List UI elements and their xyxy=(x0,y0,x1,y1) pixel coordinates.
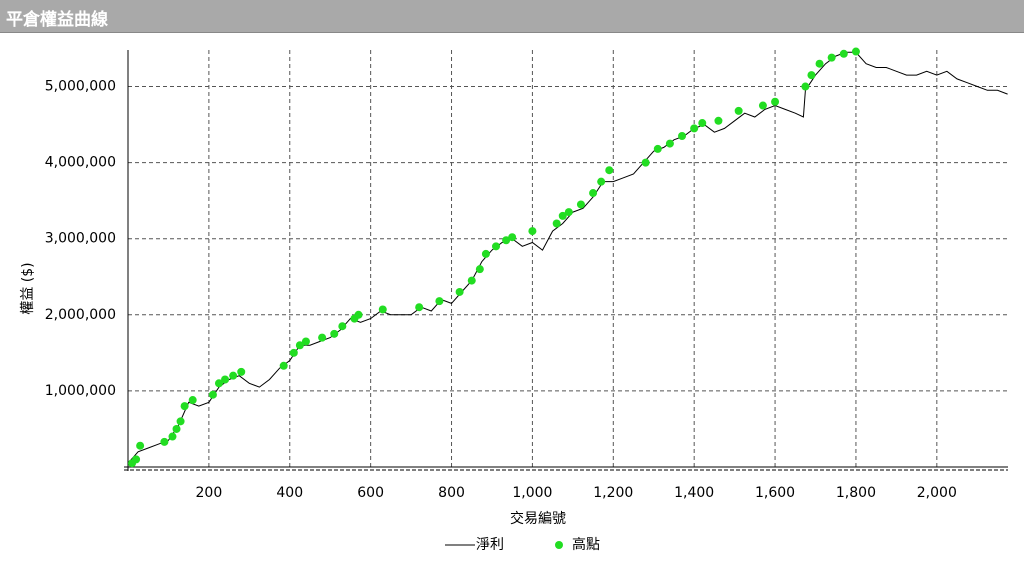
high-point xyxy=(481,249,490,258)
high-point xyxy=(492,242,501,251)
high-point xyxy=(221,375,230,384)
high-point xyxy=(641,158,650,167)
x-tick-label: 1,200 xyxy=(593,485,633,501)
high-point xyxy=(558,211,567,220)
x-tick-label: 800 xyxy=(438,485,465,501)
high-point xyxy=(378,305,387,314)
high-point xyxy=(690,124,699,133)
high-point xyxy=(318,333,327,342)
equity-line xyxy=(127,51,1008,464)
high-point xyxy=(237,367,246,376)
y-tick-label: 1,000,000 xyxy=(45,383,116,399)
high-point xyxy=(839,49,848,58)
high-point xyxy=(758,101,767,110)
high-point xyxy=(172,424,181,433)
high-point xyxy=(338,322,347,331)
high-point xyxy=(279,361,288,370)
high-point xyxy=(214,379,223,388)
legend-swatch xyxy=(555,541,563,549)
chart: 1,000,000 2,000,000 3,000,000 4,000,000 5,00… xyxy=(20,47,1008,553)
high-point xyxy=(301,337,310,346)
x-tick-label: 1,000 xyxy=(512,485,552,501)
high-point xyxy=(678,131,687,140)
high-point xyxy=(734,106,743,115)
high-point xyxy=(827,53,836,62)
high-point xyxy=(475,265,484,274)
y-tick-label: 3,000,000 xyxy=(45,231,116,247)
x-tick-label: 600 xyxy=(357,485,384,501)
x-tick-label: 200 xyxy=(196,485,223,501)
high-point xyxy=(208,390,217,399)
high-point xyxy=(552,219,561,228)
high-point xyxy=(714,116,723,125)
high-point xyxy=(455,287,464,296)
y-tick-label: 4,000,000 xyxy=(45,155,116,171)
high-point xyxy=(665,139,674,148)
high-point xyxy=(168,432,177,441)
high-point xyxy=(229,371,238,380)
x-tick-label: 1,800 xyxy=(836,485,876,501)
high-point xyxy=(330,329,339,338)
legend-label: 淨利 xyxy=(476,537,504,553)
x-tick-label: 2,000 xyxy=(917,485,957,501)
high-point xyxy=(576,200,585,209)
high-point xyxy=(851,47,860,56)
high-point xyxy=(815,59,824,68)
high-point xyxy=(180,402,189,411)
high-point xyxy=(508,233,517,242)
high-point xyxy=(136,441,145,450)
high-point xyxy=(597,177,606,186)
legend-label: 高點 xyxy=(572,536,600,553)
high-point xyxy=(435,297,444,306)
header-bar: 平倉權益曲線 xyxy=(0,0,1024,33)
x-tick-label: 1,400 xyxy=(674,485,714,501)
y-axis-label: 權益 ($) xyxy=(20,262,36,314)
high-point xyxy=(188,396,197,405)
high-point xyxy=(415,303,424,312)
high-point xyxy=(653,144,662,153)
high-point xyxy=(589,189,598,198)
high-point xyxy=(605,166,614,175)
high-point xyxy=(160,437,169,446)
high-point xyxy=(502,236,511,245)
y-tick-label: 5,000,000 xyxy=(45,79,116,95)
x-axis-label: 交易編號 xyxy=(510,510,566,527)
y-tick-label: 2,000,000 xyxy=(45,307,116,323)
x-tick-label: 400 xyxy=(276,485,303,501)
high-point xyxy=(564,208,573,217)
high-point xyxy=(295,341,304,350)
high-point xyxy=(807,71,816,80)
high-point xyxy=(176,417,185,426)
high-point xyxy=(354,310,363,319)
high-point xyxy=(528,227,537,236)
header-title: 平倉權益曲線 xyxy=(6,10,108,30)
high-point xyxy=(801,82,810,91)
high-point xyxy=(698,119,707,128)
high-point xyxy=(771,97,780,106)
x-tick-label: 1,600 xyxy=(755,485,795,501)
high-point xyxy=(467,276,476,285)
high-point xyxy=(289,348,298,357)
high-point xyxy=(132,455,141,464)
